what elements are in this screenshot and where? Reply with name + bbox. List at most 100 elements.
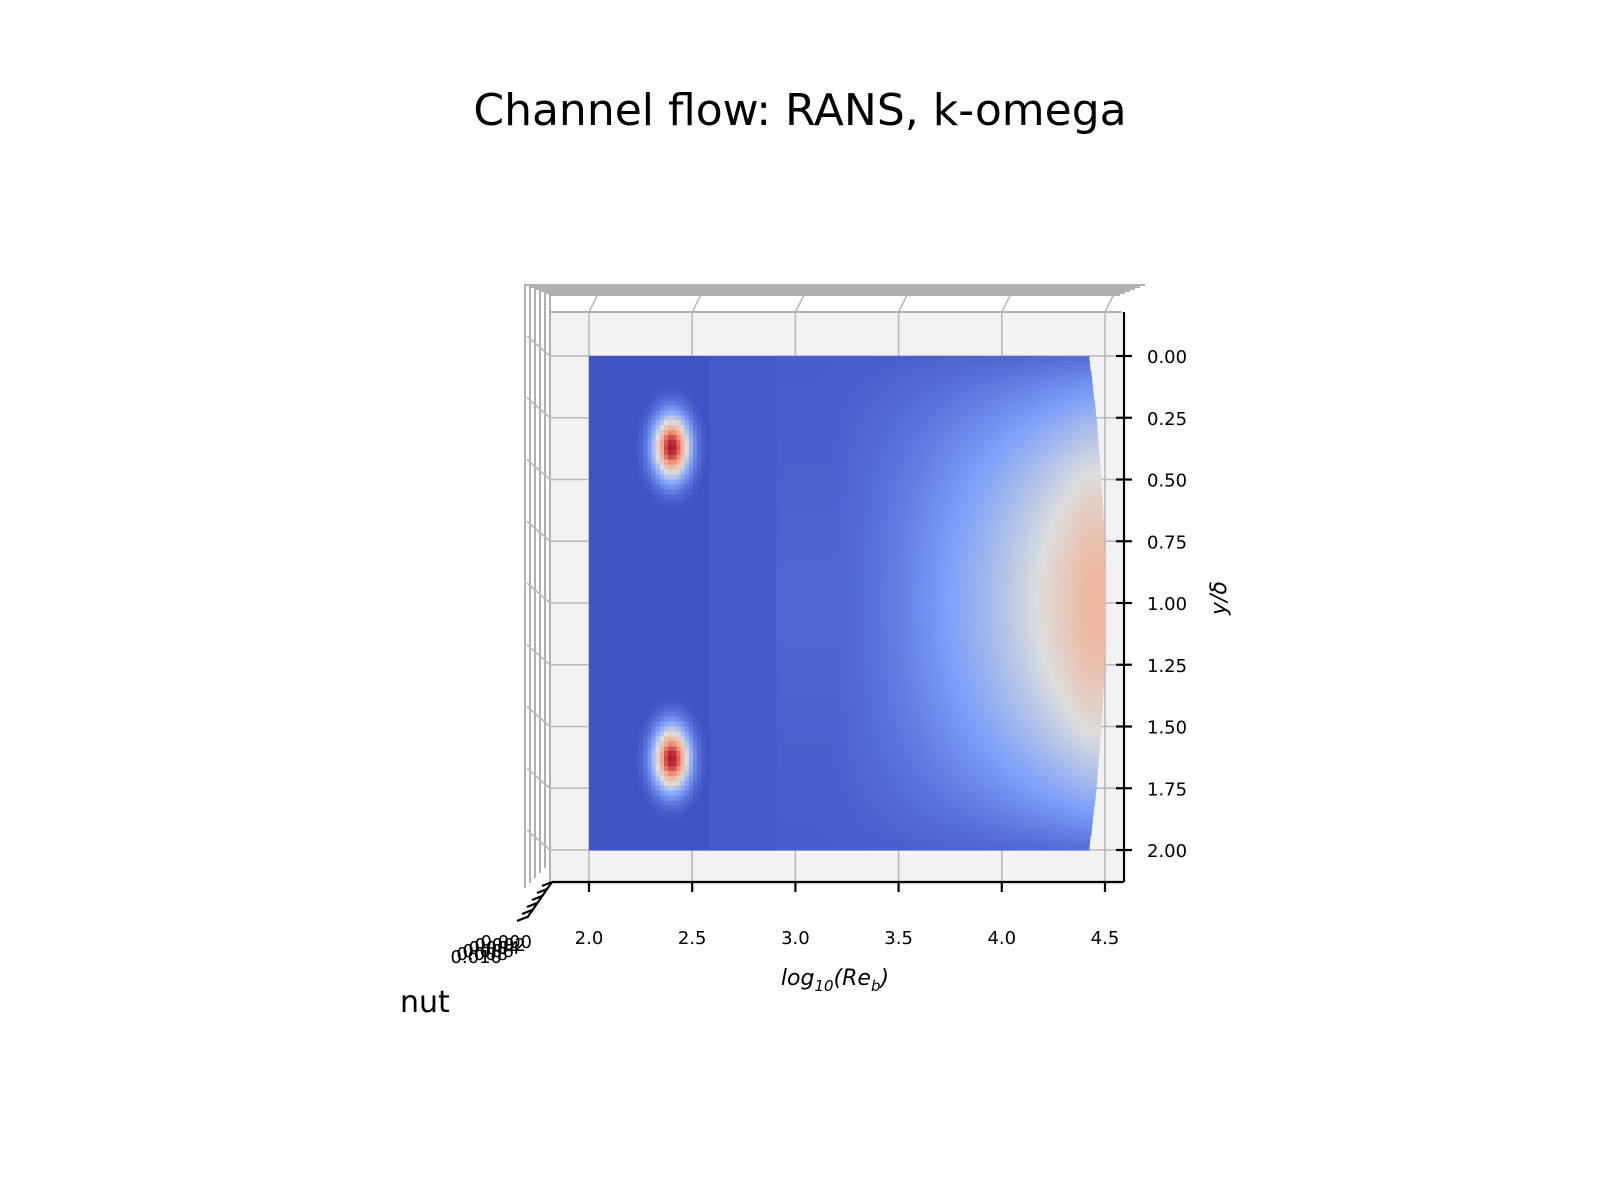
surface-cell: [792, 459, 798, 466]
surface-cell: [705, 647, 711, 653]
surface-cell: [643, 721, 648, 728]
surface-cell: [726, 420, 732, 426]
surface-cell: [722, 672, 727, 678]
surface-cell: [755, 795, 761, 802]
surface-cell: [601, 593, 607, 599]
surface-cell: [747, 682, 752, 688]
surface-cell: [755, 825, 761, 831]
surface-cell: [759, 662, 765, 668]
surface-cell: [730, 444, 736, 451]
surface-cell: [726, 430, 732, 436]
surface-cell: [626, 365, 632, 372]
surface-cell: [651, 775, 657, 782]
surface-cell: [601, 662, 607, 668]
surface-cell: [605, 375, 611, 382]
surface-cell: [776, 543, 782, 550]
surface-cell: [688, 780, 694, 787]
surface-cell: [780, 385, 786, 392]
surface-cell: [589, 741, 594, 747]
surface-cell: [622, 627, 628, 634]
surface-cell: [788, 731, 794, 737]
surface-cell: [772, 420, 777, 426]
surface-cell: [638, 430, 644, 436]
surface-cell: [709, 420, 715, 426]
surface-cell: [743, 696, 748, 703]
surface-cell: [601, 573, 607, 579]
surface-cell: [738, 657, 744, 663]
surface-cell: [759, 785, 765, 792]
surface-cell: [593, 790, 598, 797]
surface-cell: [655, 385, 661, 392]
surface-cell: [697, 726, 702, 733]
surface-cell: [651, 686, 657, 693]
surface-cell: [688, 435, 694, 441]
surface-cell: [589, 667, 594, 673]
surface-cell: [647, 548, 653, 555]
surface-cell: [613, 538, 619, 545]
surface-cell: [597, 840, 603, 846]
surface-cell: [726, 736, 732, 742]
surface-cell: [713, 553, 719, 560]
surface-cell: [747, 835, 752, 841]
surface-cell: [788, 622, 794, 629]
surface-cell: [655, 731, 661, 737]
surface-cell: [788, 711, 794, 718]
surface-cell: [668, 746, 673, 752]
surface-cell: [734, 509, 740, 515]
surface-cell: [726, 410, 732, 416]
surface-cell: [684, 548, 690, 555]
surface-cell: [788, 845, 794, 851]
surface-cell: [709, 375, 715, 382]
surface-cell: [701, 509, 707, 515]
surface-cell: [593, 780, 598, 787]
surface-cell: [734, 795, 740, 802]
surface-cell: [601, 825, 607, 831]
surface-cell: [718, 647, 723, 653]
surface-cell: [655, 439, 661, 446]
surface-cell: [780, 741, 786, 747]
surface-cell: [701, 553, 707, 560]
surface-cell: [651, 548, 657, 555]
surface-cell: [659, 469, 665, 476]
surface-cell: [767, 435, 773, 441]
surface-cell: [701, 449, 707, 456]
surface-cell: [709, 548, 715, 555]
surface-cell: [638, 598, 644, 604]
surface-cell: [776, 716, 782, 723]
surface-cell: [680, 756, 686, 762]
surface-cell: [605, 360, 611, 367]
surface-cell: [697, 380, 702, 387]
surface-cell: [713, 775, 719, 782]
surface-cell: [693, 766, 698, 772]
surface-cell: [701, 780, 707, 787]
surface-cell: [726, 775, 732, 782]
surface-cell: [722, 356, 727, 362]
surface-cell: [767, 598, 773, 604]
surface-cell: [705, 780, 711, 787]
surface-cell: [726, 390, 732, 397]
surface-cell: [651, 410, 657, 416]
surface-cell: [759, 548, 765, 555]
surface-cell: [688, 439, 694, 446]
surface-cell: [605, 578, 611, 584]
surface-cell: [784, 642, 790, 649]
surface-cell: [643, 504, 648, 510]
surface-cell: [647, 706, 653, 713]
surface-cell: [659, 603, 665, 609]
surface-cell: [659, 400, 665, 406]
surface-cell: [605, 657, 611, 663]
surface-cell: [659, 598, 665, 604]
surface-cell: [630, 435, 636, 441]
surface-cell: [613, 484, 619, 490]
surface-cell: [709, 469, 715, 476]
surface-cell: [601, 711, 607, 718]
surface-cell: [643, 775, 648, 782]
surface-cell: [784, 523, 790, 530]
surface-cell: [726, 504, 732, 510]
surface-cell: [772, 622, 777, 629]
surface-cell: [755, 459, 761, 466]
surface-cell: [597, 795, 603, 802]
surface-cell: [605, 395, 611, 402]
surface-cell: [788, 756, 794, 762]
surface-cell: [718, 519, 723, 525]
